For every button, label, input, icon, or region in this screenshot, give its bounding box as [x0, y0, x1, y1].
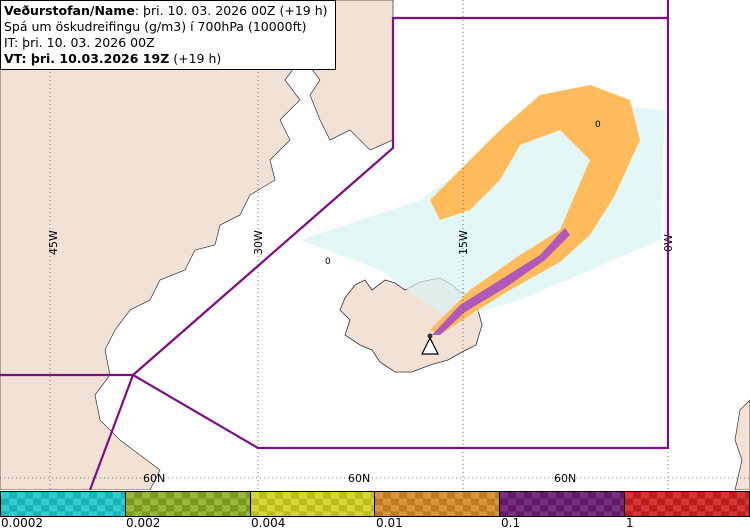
ash-plume-orange — [430, 85, 640, 335]
forecast-info-box: Veðurstofan/Name: þri. 10. 03. 2026 00Z … — [0, 0, 336, 70]
source-label: Veðurstofan/Name — [4, 3, 135, 18]
triangle-warning-icon — [421, 333, 439, 355]
contour-label: 0 — [595, 120, 601, 130]
initial-time: IT: þri. 10. 03. 2026 00Z — [4, 35, 155, 50]
product-description: Spá um öskudreifingu (g/m3) í 700hPa (10… — [4, 19, 307, 34]
lead-time: (+19 h) — [169, 51, 222, 66]
parallel-label: 60N — [348, 472, 370, 485]
legend-ticks: 0.0002 0.002 0.004 0.01 0.1 1 — [0, 516, 750, 532]
legend-tick-label: 0.1 — [501, 516, 521, 530]
ash-plume-purple — [432, 228, 570, 335]
legend-swatch — [375, 492, 501, 516]
greenland-land — [0, 0, 306, 490]
meridian-label: 30W — [252, 230, 265, 255]
legend-swatch — [250, 492, 376, 516]
parallel-label: 60N — [554, 472, 576, 485]
valid-time: VT: þri. 10.03.2026 19Z — [4, 51, 170, 66]
parallel-label: 60N — [143, 472, 165, 485]
legend-tick-label: 1 — [626, 516, 634, 530]
legend-swatch — [500, 492, 626, 516]
legend-swatch — [125, 492, 251, 516]
legend-tick-label: 0.002 — [126, 516, 161, 530]
fir-boundary — [0, 0, 670, 490]
svalbard-land — [734, 399, 750, 490]
ash-dispersion-map: 45W 30W 15W 0W 60N 60N 60N 0 0 — [0, 0, 750, 490]
legend-swatch — [625, 492, 749, 516]
meridian-label: 45W — [47, 230, 60, 255]
legend-swatch — [1, 492, 126, 516]
legend-tick-label: 0.0002 — [1, 516, 43, 530]
contour-label: 0 — [325, 257, 331, 267]
ash-low-scatter — [300, 100, 665, 320]
base-time: : þri. 10. 03. 2026 00Z (+19 h) — [134, 3, 328, 18]
legend-tick-label: 0.004 — [251, 516, 286, 530]
meridian-label: 15W — [457, 230, 470, 255]
color-legend — [0, 491, 750, 517]
legend-tick-label: 0.01 — [376, 516, 403, 530]
